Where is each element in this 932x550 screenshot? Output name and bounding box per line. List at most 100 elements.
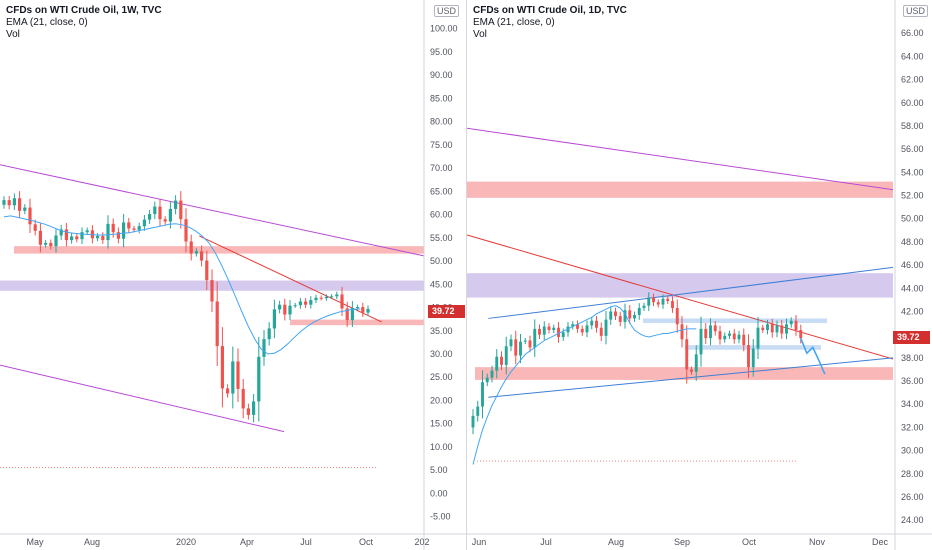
daily-candle-body xyxy=(737,334,741,340)
daily-price-tick-label: 34.00 xyxy=(901,399,924,409)
weekly-candle-body xyxy=(345,308,349,321)
weekly-candle-body xyxy=(304,301,308,305)
weekly-price-tick-label: 20.00 xyxy=(430,395,453,405)
weekly-candle-body xyxy=(75,236,79,240)
weekly-candle-body xyxy=(241,388,245,409)
weekly-candle-body xyxy=(200,251,204,261)
weekly-chart-pane[interactable]: 100.00 95.00 90.00 85.00 80.00 75.00 70.00 65.0… xyxy=(0,0,466,550)
daily-candle-body xyxy=(504,346,508,365)
daily-candle-body xyxy=(571,324,575,327)
weekly-price-tick-label: 45.00 xyxy=(430,279,453,289)
daily-candle-body xyxy=(557,327,560,337)
daily-candle-body xyxy=(576,324,579,329)
daily-candle-body xyxy=(718,331,722,340)
daily-price-tick-label: 36.00 xyxy=(901,376,924,386)
weekly-candle-body xyxy=(262,339,266,357)
weekly-candle-body xyxy=(226,388,230,394)
daily-candle-body xyxy=(690,369,693,372)
daily-candle-body xyxy=(742,334,746,346)
daily-candle-body xyxy=(519,341,522,356)
daily-candle-body xyxy=(704,328,708,339)
daily-candle-body xyxy=(656,302,660,305)
weekly-candle-body xyxy=(85,230,89,233)
daily-price-tick-label: 54.00 xyxy=(901,167,924,177)
daily-candle-body xyxy=(604,319,608,336)
daily-candle-body xyxy=(628,310,632,319)
daily-blue-trendline-3 xyxy=(488,357,894,398)
weekly-time-tick-label: 202 xyxy=(414,537,429,547)
daily-candle-body xyxy=(799,330,803,339)
daily-price-tick-label: 52.00 xyxy=(901,191,924,201)
weekly-ema-legend[interactable]: EMA (21, close, 0) xyxy=(6,17,88,28)
daily-candle-body xyxy=(756,327,760,349)
weekly-candle-body xyxy=(153,206,157,215)
daily-ema-legend[interactable]: EMA (21, close, 0) xyxy=(473,17,555,28)
weekly-candle-body xyxy=(137,226,141,230)
weekly-candle-body xyxy=(220,346,224,389)
weekly-vol-legend[interactable]: Vol xyxy=(6,29,20,40)
daily-price-tick-label: 48.00 xyxy=(901,237,924,247)
weekly-candle-body xyxy=(179,200,183,220)
weekly-candle-body xyxy=(33,224,37,231)
daily-time-tick-label: Oct xyxy=(742,537,757,547)
daily-candle-body xyxy=(709,325,712,339)
weekly-candle-body xyxy=(111,223,115,233)
daily-candle-body xyxy=(476,406,480,416)
daily-candle-body xyxy=(485,377,489,383)
weekly-candle-body xyxy=(127,222,131,229)
weekly-price-tick-label: 50.00 xyxy=(430,256,453,266)
weekly-candle-body xyxy=(324,296,328,299)
daily-currency-label[interactable]: USD xyxy=(903,5,929,17)
weekly-candle-body xyxy=(215,301,219,347)
daily-candle-body xyxy=(614,311,617,317)
weekly-candle-body xyxy=(278,304,282,310)
weekly-currency-label[interactable]: USD xyxy=(434,5,460,17)
daily-red-zone-2 xyxy=(475,367,893,380)
weekly-candle-body xyxy=(28,207,32,225)
daily-chart-canvas[interactable]: 66.00 64.00 62.00 60.00 58.00 56.00 54.00 52.00… xyxy=(467,0,932,550)
weekly-candle-body xyxy=(194,251,198,254)
daily-candle-body xyxy=(747,345,750,368)
daily-candle-body xyxy=(637,308,641,315)
daily-candle-body xyxy=(538,328,541,335)
weekly-time-tick-label: 2020 xyxy=(176,537,196,547)
weekly-candle-body xyxy=(350,307,354,321)
daily-price-tick-label: 42.00 xyxy=(901,306,924,316)
weekly-candle-body xyxy=(309,300,313,305)
weekly-candle-body xyxy=(44,242,48,245)
daily-candle-body xyxy=(609,311,613,320)
daily-candle-body xyxy=(471,415,475,428)
daily-candle-body xyxy=(775,325,779,333)
daily-price-tick-label: 56.00 xyxy=(901,144,924,154)
weekly-candle-body xyxy=(122,222,126,239)
daily-candle-body xyxy=(509,339,513,347)
weekly-candle-body xyxy=(163,219,167,222)
daily-price-tick-label: 62.00 xyxy=(901,75,924,85)
weekly-candle-body xyxy=(116,232,120,239)
weekly-candle-body xyxy=(148,214,152,220)
weekly-candle-body xyxy=(205,260,209,281)
daily-chart-title: CFDs on WTI Crude Oil, 1D, TVC xyxy=(473,5,627,16)
daily-candle-body xyxy=(514,339,518,356)
daily-blue-zone-3 xyxy=(643,318,827,324)
weekly-chart-canvas[interactable]: 100.00 95.00 90.00 85.00 80.00 75.00 70.00 65.0… xyxy=(0,0,466,550)
weekly-red-trendline-1 xyxy=(199,235,382,323)
weekly-price-tick-label: 55.00 xyxy=(430,233,453,243)
daily-time-tick-label: Sep xyxy=(674,537,690,547)
daily-candle-body xyxy=(713,325,717,332)
weekly-candle-body xyxy=(2,200,6,205)
weekly-candle-body xyxy=(142,219,146,227)
daily-chart-pane[interactable]: 66.00 64.00 62.00 60.00 58.00 56.00 54.00 52.00… xyxy=(466,0,932,550)
daily-vol-legend[interactable]: Vol xyxy=(473,29,487,40)
weekly-candle-body xyxy=(49,242,53,247)
daily-candle-body xyxy=(642,305,646,309)
weekly-candle-body xyxy=(330,296,334,298)
daily-candle-body xyxy=(595,320,598,328)
weekly-price-tick-label: 100.00 xyxy=(430,24,458,34)
weekly-candle-body xyxy=(132,228,136,230)
weekly-red-zone-2 xyxy=(290,319,424,326)
weekly-time-tick-label: Aug xyxy=(84,537,100,547)
daily-candle-body xyxy=(590,320,594,326)
daily-price-tick-label: 28.00 xyxy=(901,469,924,479)
weekly-candle-body xyxy=(314,297,318,301)
